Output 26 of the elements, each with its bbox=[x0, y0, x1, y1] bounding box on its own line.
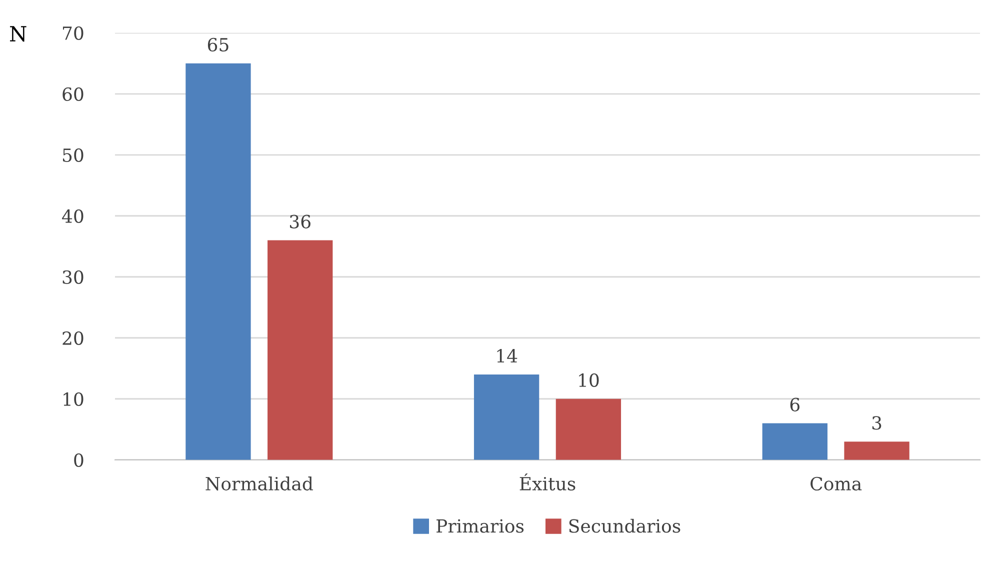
y-tick-label: 50 bbox=[63, 148, 84, 162]
y-tick-label: 70 bbox=[62, 26, 84, 40]
bar bbox=[844, 442, 910, 460]
bar bbox=[186, 63, 251, 460]
y-tick-label: 20 bbox=[62, 331, 84, 345]
bar bbox=[556, 398, 622, 460]
bar bbox=[474, 374, 540, 460]
x-tick-label: Normalidad bbox=[206, 476, 313, 491]
data-label: 65 bbox=[208, 38, 228, 52]
x-tick-label: Coma bbox=[810, 476, 862, 491]
legend-label: Primarios bbox=[436, 519, 524, 533]
bar bbox=[268, 240, 333, 460]
data-label: 36 bbox=[290, 214, 310, 228]
y-tick-label: 0 bbox=[74, 453, 84, 467]
x-tick-label: Éxitus bbox=[520, 474, 576, 491]
y-tick-label: 30 bbox=[62, 270, 84, 284]
y-tick-label: 40 bbox=[62, 209, 84, 223]
data-label: 14 bbox=[497, 348, 518, 362]
y-tick-label: 10 bbox=[64, 392, 84, 406]
y-tick-label: 60 bbox=[62, 87, 84, 102]
data-label: 10 bbox=[579, 373, 599, 388]
data-label: 6 bbox=[790, 398, 800, 412]
bar bbox=[762, 423, 828, 460]
y-axis-title: N bbox=[10, 26, 26, 42]
data-label: 3 bbox=[872, 416, 882, 430]
legend-label: Secundarios bbox=[569, 518, 680, 533]
